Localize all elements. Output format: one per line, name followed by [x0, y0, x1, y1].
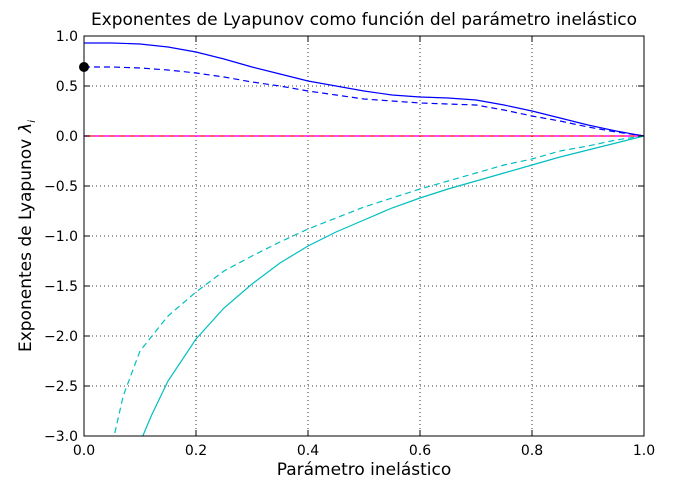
x-tick-label: 0.2: [185, 443, 207, 459]
y-axis-label: Exponentes de Lyapunov λi: [16, 120, 38, 352]
x-tick-label: 0.6: [409, 443, 431, 459]
y-tick-label: 0.5: [56, 79, 78, 95]
y-tick-label: 1.0: [56, 29, 78, 45]
y-axis-label-subscript: i: [27, 120, 38, 123]
series-line-6: [142, 135, 645, 437]
x-tick-label: 0.4: [297, 443, 319, 459]
x-tick-label: 1.0: [633, 443, 655, 459]
y-tick-label: −2.5: [44, 379, 78, 395]
y-tick-label: −0.5: [44, 179, 78, 195]
y-tick-label: −1.0: [44, 229, 78, 245]
x-axis-label: Parámetro inelástico: [277, 460, 452, 480]
y-tick-label: −2.0: [44, 329, 78, 345]
chart-title: Exponentes de Lyapunov como función del …: [91, 10, 637, 30]
series-line-2: [84, 66, 645, 137]
y-tick-label: 0.0: [56, 129, 78, 145]
y-axis-label-symbol: λ: [16, 123, 36, 134]
ticks: 0.0 0.2 0.4 0.6 0.8 1.0 1.0 0.5 0.0 −0.5 −1.0 −1.5 −…: [44, 29, 655, 459]
y-axis-label-text: Exponentes de Lyapunov: [16, 139, 36, 352]
y-tick-label: −3.0: [44, 429, 78, 445]
grid: [84, 36, 644, 436]
y-tick-label: −1.5: [44, 279, 78, 295]
series-group: [84, 42, 645, 437]
series-line-5: [114, 135, 645, 434]
x-tick-label: 0.8: [521, 443, 543, 459]
series-line-1: [84, 42, 645, 137]
x-tick-label: 0.0: [73, 443, 95, 459]
